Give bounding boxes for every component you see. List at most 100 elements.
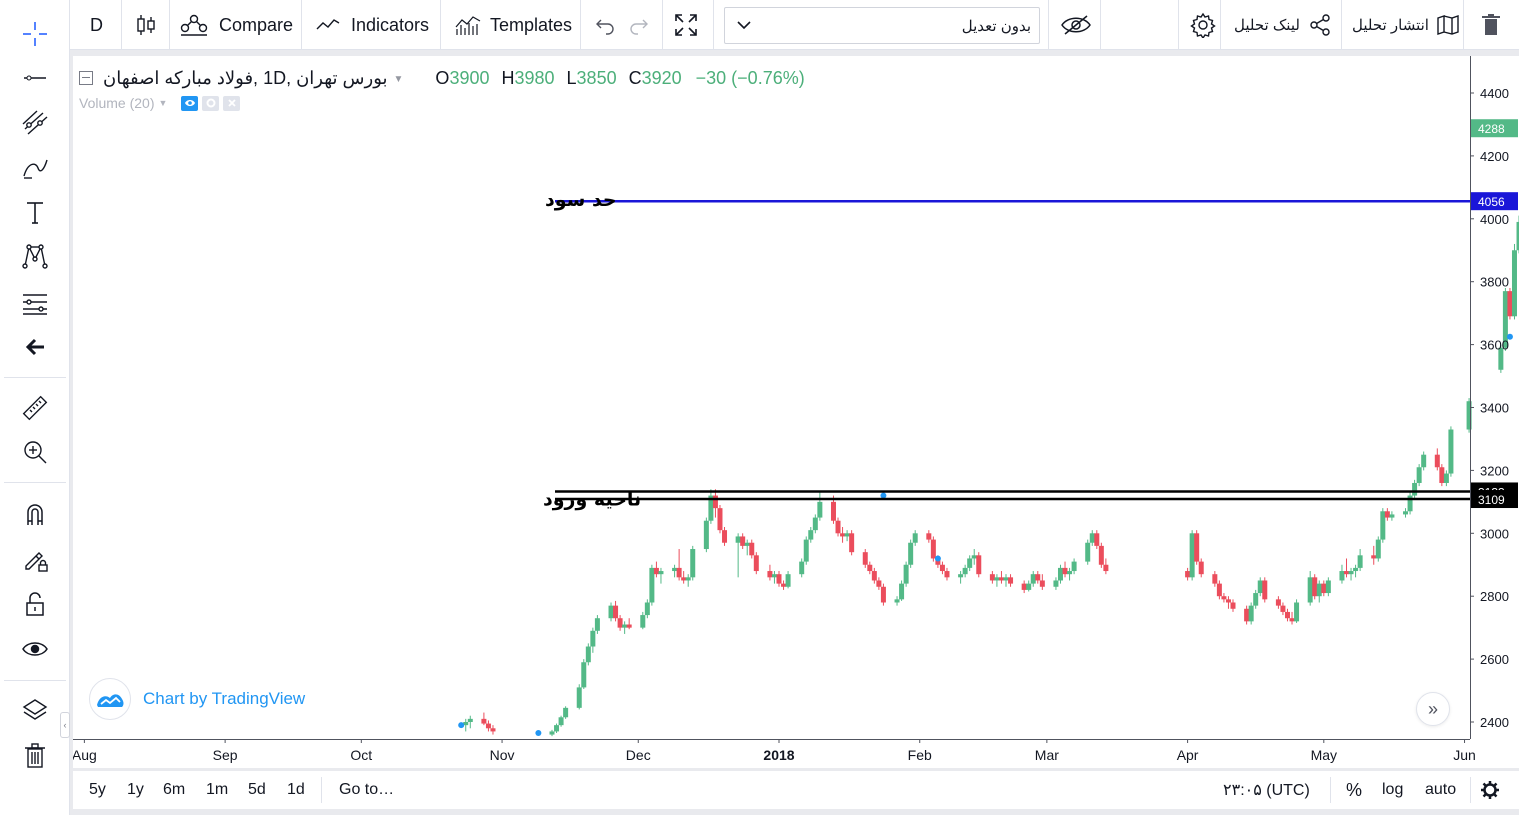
volume-label[interactable]: Volume (20): [79, 95, 155, 111]
candle-body: [617, 618, 623, 628]
last-price-badge: 4288: [1478, 122, 1505, 136]
candle-body: [1443, 473, 1449, 483]
range-5d-button[interactable]: 5d: [248, 781, 266, 798]
horizontal-line-icon[interactable]: [14, 60, 56, 96]
price-chart[interactable]: حد سود ناحیه ورود 2400 2600 2800 3000 3200 3400…: [73, 56, 1519, 768]
publish-icon: [1437, 15, 1459, 35]
candle-body: [1321, 583, 1327, 594]
crosshair-icon[interactable]: [14, 16, 56, 52]
candle-body: [781, 583, 787, 587]
price-tick-label: 3600: [1480, 338, 1509, 353]
text-icon[interactable]: [14, 194, 56, 230]
toolbar-collapse-handle[interactable]: ‹: [60, 712, 70, 738]
percent-toggle[interactable]: %: [1346, 779, 1363, 800]
candle-body: [549, 731, 555, 735]
candle-body: [1412, 482, 1418, 496]
candle-body: [1057, 567, 1063, 581]
gear-icon[interactable]: [1480, 771, 1500, 809]
lock-drawing-icon[interactable]: [14, 541, 56, 577]
candle-body: [926, 533, 932, 540]
share-icon: [1310, 14, 1330, 36]
candle-body: [799, 561, 805, 575]
candle-body: [1507, 291, 1513, 317]
trash-icon[interactable]: [14, 737, 56, 773]
hide-icon[interactable]: [1060, 0, 1092, 50]
lock-icon[interactable]: [14, 586, 56, 622]
candle-body: [876, 580, 882, 587]
scroll-to-realtime-button[interactable]: »: [1416, 692, 1450, 726]
candle-body: [563, 707, 569, 718]
candle-body: [1389, 514, 1395, 518]
price-tick-label: 3800: [1480, 275, 1509, 290]
magnet-icon[interactable]: [14, 496, 56, 532]
candle-body: [649, 567, 655, 603]
goto-button[interactable]: Go to…: [339, 781, 395, 798]
bars-style-icon[interactable]: [134, 0, 158, 50]
target-line-label: حد سود: [545, 189, 617, 211]
candle-body: [467, 718, 473, 722]
tradingview-watermark[interactable]: Chart by TradingView: [89, 678, 305, 720]
chevron-down-icon[interactable]: ▼: [393, 73, 404, 85]
fullscreen-icon[interactable]: [673, 0, 699, 50]
time-tick-label: Nov: [490, 747, 515, 763]
undo-icon[interactable]: [594, 0, 616, 50]
range-1y-button[interactable]: 1y: [127, 781, 144, 798]
candle-body: [1294, 602, 1300, 622]
time-tick-label: Jun: [1453, 747, 1476, 763]
candle-body: [744, 542, 750, 546]
timezone-label[interactable]: ۲۳:۰۵ (UTC): [1223, 782, 1310, 799]
close-value: 3920: [641, 67, 682, 88]
share-link-button[interactable]: لینک تحلیل: [1234, 0, 1332, 50]
eye-icon[interactable]: [181, 95, 199, 111]
open-label: O: [435, 67, 450, 88]
candle-body: [808, 530, 814, 540]
candle-body: [1421, 454, 1427, 468]
log-toggle[interactable]: log: [1382, 781, 1404, 798]
candle-body: [640, 615, 646, 628]
candle-body: [626, 624, 632, 628]
candle-body: [708, 495, 714, 521]
price-axis[interactable]: [1470, 56, 1519, 739]
templates-button[interactable]: Templates: [454, 0, 572, 50]
interval-button[interactable]: D: [90, 14, 103, 35]
range-1m-button[interactable]: 1m: [206, 781, 229, 798]
close-icon[interactable]: [223, 95, 241, 111]
back-arrow-icon[interactable]: [14, 329, 56, 365]
range-5y-button[interactable]: 5y: [89, 781, 106, 798]
time-tick-label: Apr: [1177, 747, 1199, 763]
ruler-icon[interactable]: [14, 390, 56, 426]
redo-icon[interactable]: [628, 0, 650, 50]
chevron-down-icon[interactable]: ▼: [158, 98, 168, 108]
indicators-label: Indicators: [351, 14, 430, 35]
candle-body: [1212, 574, 1218, 584]
pattern-icon[interactable]: [14, 238, 56, 274]
zoom-in-icon[interactable]: [14, 434, 56, 470]
layers-icon[interactable]: [14, 692, 56, 728]
price-tick-label: 2800: [1480, 589, 1509, 604]
trash-icon[interactable]: [1480, 0, 1502, 50]
eye-icon[interactable]: [14, 631, 56, 667]
gear-icon[interactable]: [202, 95, 220, 111]
candle-body: [585, 646, 591, 663]
legend-collapse-icon[interactable]: [79, 71, 93, 85]
candle-body: [871, 571, 877, 581]
target-price-badge-bg: [1471, 192, 1518, 211]
range-1d-button[interactable]: 1d: [287, 781, 305, 798]
publish-button[interactable]: انتشار تحلیل: [1352, 0, 1461, 50]
range-6m-button[interactable]: 6m: [163, 781, 186, 798]
settings-icon[interactable]: [1190, 0, 1216, 50]
brush-icon[interactable]: [14, 149, 56, 185]
auto-toggle[interactable]: auto: [1425, 781, 1457, 798]
candle-body: [862, 552, 868, 565]
symbol-title[interactable]: بورس تهران ,1D ,فولاد مبارکه اصفهان: [103, 67, 388, 88]
candle-body: [753, 555, 759, 572]
time-axis[interactable]: [73, 739, 1470, 768]
adjustment-select[interactable]: بدون تعدیل: [724, 7, 1040, 44]
fib-icon[interactable]: [14, 284, 56, 320]
compare-button[interactable]: Compare: [179, 0, 293, 50]
chart-area[interactable]: حد سود ناحیه ورود 2400 2600 2800 3000 3200 3400…: [73, 56, 1519, 768]
candle-body: [658, 571, 664, 575]
trend-lines-icon[interactable]: [14, 104, 56, 140]
candle-body: [1339, 571, 1345, 581]
indicators-button[interactable]: Indicators: [315, 0, 429, 50]
